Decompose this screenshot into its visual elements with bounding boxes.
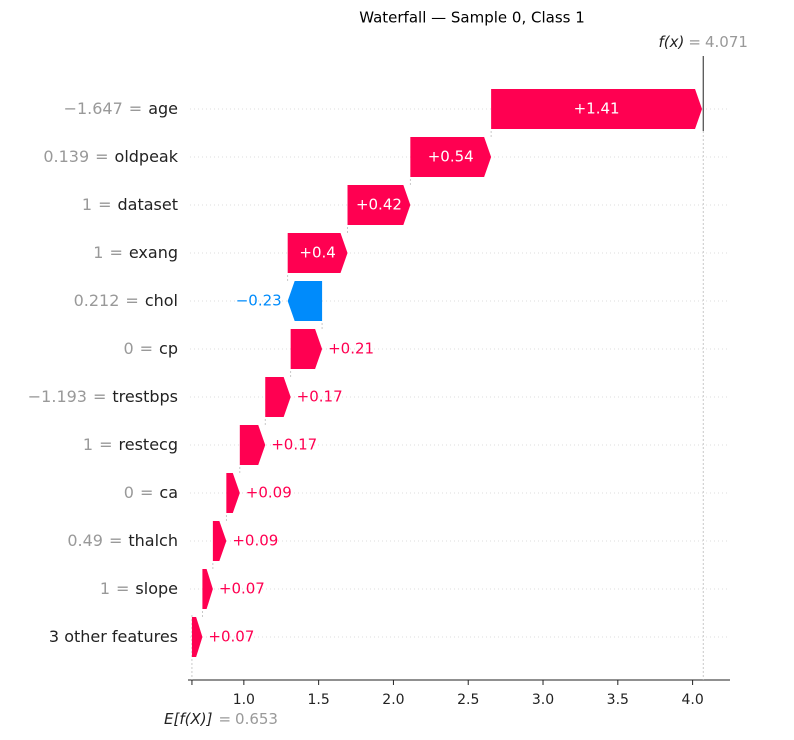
feature-sep: =	[95, 147, 108, 166]
feature-sep: =	[140, 483, 153, 502]
feature-name: trestbps	[112, 387, 178, 406]
bar	[239, 425, 266, 465]
feature-name: cp	[159, 339, 178, 358]
bar	[287, 233, 348, 273]
x-tick-label: 3.5	[607, 692, 629, 708]
bar	[287, 281, 323, 321]
value-label: +0.17	[297, 388, 343, 406]
y-tick-label: 1 = slope	[100, 579, 178, 598]
fx-label: f(x) = 4.071	[659, 33, 748, 51]
x-tick-label: 1.5	[308, 692, 330, 708]
x-tick-label: 3.0	[532, 692, 554, 708]
feature-value: 0.139	[43, 147, 89, 166]
feature-name: 3 other features	[49, 627, 178, 646]
base-sep: =	[218, 710, 231, 728]
feature-name: exang	[129, 243, 178, 262]
feature-value: −1.647	[64, 99, 123, 118]
feature-sep: =	[109, 243, 122, 262]
feature-sep: =	[93, 387, 106, 406]
feature-name: dataset	[118, 195, 179, 214]
feature-sep: =	[125, 291, 138, 310]
y-tick-label: 0 = cp	[123, 339, 178, 358]
chart-title: Waterfall — Sample 0, Class 1	[359, 9, 585, 27]
fx-name: f(x)	[659, 33, 685, 51]
bar	[491, 89, 703, 129]
bar	[290, 329, 323, 369]
feature-name: slope	[135, 579, 178, 598]
y-tick-label: 0 = ca	[124, 483, 178, 502]
value-label: +0.07	[219, 580, 265, 598]
bar	[347, 185, 411, 225]
x-tick-label: 4.0	[681, 692, 703, 708]
bar	[265, 377, 291, 417]
value-label: +1.41	[574, 100, 620, 118]
feature-sep: =	[99, 435, 112, 454]
feature-name: ca	[159, 483, 178, 502]
feature-sep: =	[98, 195, 111, 214]
feature-name: restecg	[119, 435, 178, 454]
y-tick-label: 1 = exang	[93, 243, 178, 262]
x-tick-label: 2.5	[457, 692, 479, 708]
bar	[410, 137, 492, 177]
value-label: +0.09	[246, 484, 292, 502]
feature-value: 0	[123, 339, 133, 358]
y-tick-label: 0.49 = thalch	[67, 531, 178, 550]
x-tick-label: 1.0	[233, 692, 255, 708]
fx-sep: =	[688, 33, 701, 51]
bar	[226, 473, 240, 513]
feature-name: age	[148, 99, 178, 118]
y-tick-label: 3 other features	[49, 627, 178, 646]
feature-name: chol	[145, 291, 178, 310]
feature-value: 0	[124, 483, 134, 502]
bar	[202, 569, 213, 609]
feature-value: 1	[93, 243, 103, 262]
y-tick-label: −1.193 = trestbps	[28, 387, 178, 406]
x-tick-label: 2.0	[382, 692, 404, 708]
bar	[212, 521, 227, 561]
feature-name: oldpeak	[115, 147, 179, 166]
y-tick-label: −1.647 = age	[64, 99, 178, 118]
base-name: E[f(X)]	[164, 710, 213, 728]
feature-value: 0.212	[74, 291, 120, 310]
value-label: +0.21	[328, 340, 374, 358]
feature-sep: =	[109, 531, 122, 550]
value-label: +0.07	[208, 628, 254, 646]
feature-sep: =	[116, 579, 129, 598]
y-tick-label: 0.139 = oldpeak	[43, 147, 178, 166]
value-label: +0.17	[271, 436, 317, 454]
y-tick-label: 0.212 = chol	[74, 291, 178, 310]
base-value: 0.653	[235, 710, 278, 728]
feature-value: 1	[83, 435, 93, 454]
bar	[191, 617, 203, 657]
feature-value: −1.193	[28, 387, 87, 406]
feature-name: thalch	[128, 531, 178, 550]
feature-sep: =	[129, 99, 142, 118]
value-label: +0.4	[299, 244, 335, 262]
y-tick-label: 1 = dataset	[82, 195, 178, 214]
y-tick-label: 1 = restecg	[83, 435, 178, 454]
value-label: +0.09	[232, 532, 278, 550]
value-label: −0.23	[236, 292, 282, 310]
feature-value: 1	[100, 579, 110, 598]
value-label: +0.54	[428, 148, 474, 166]
base-label: E[f(X)] = 0.653	[164, 710, 278, 728]
feature-value: 0.49	[67, 531, 103, 550]
feature-value: 1	[82, 195, 92, 214]
fx-value: 4.071	[705, 33, 748, 51]
value-label: +0.42	[356, 196, 402, 214]
feature-sep: =	[140, 339, 153, 358]
